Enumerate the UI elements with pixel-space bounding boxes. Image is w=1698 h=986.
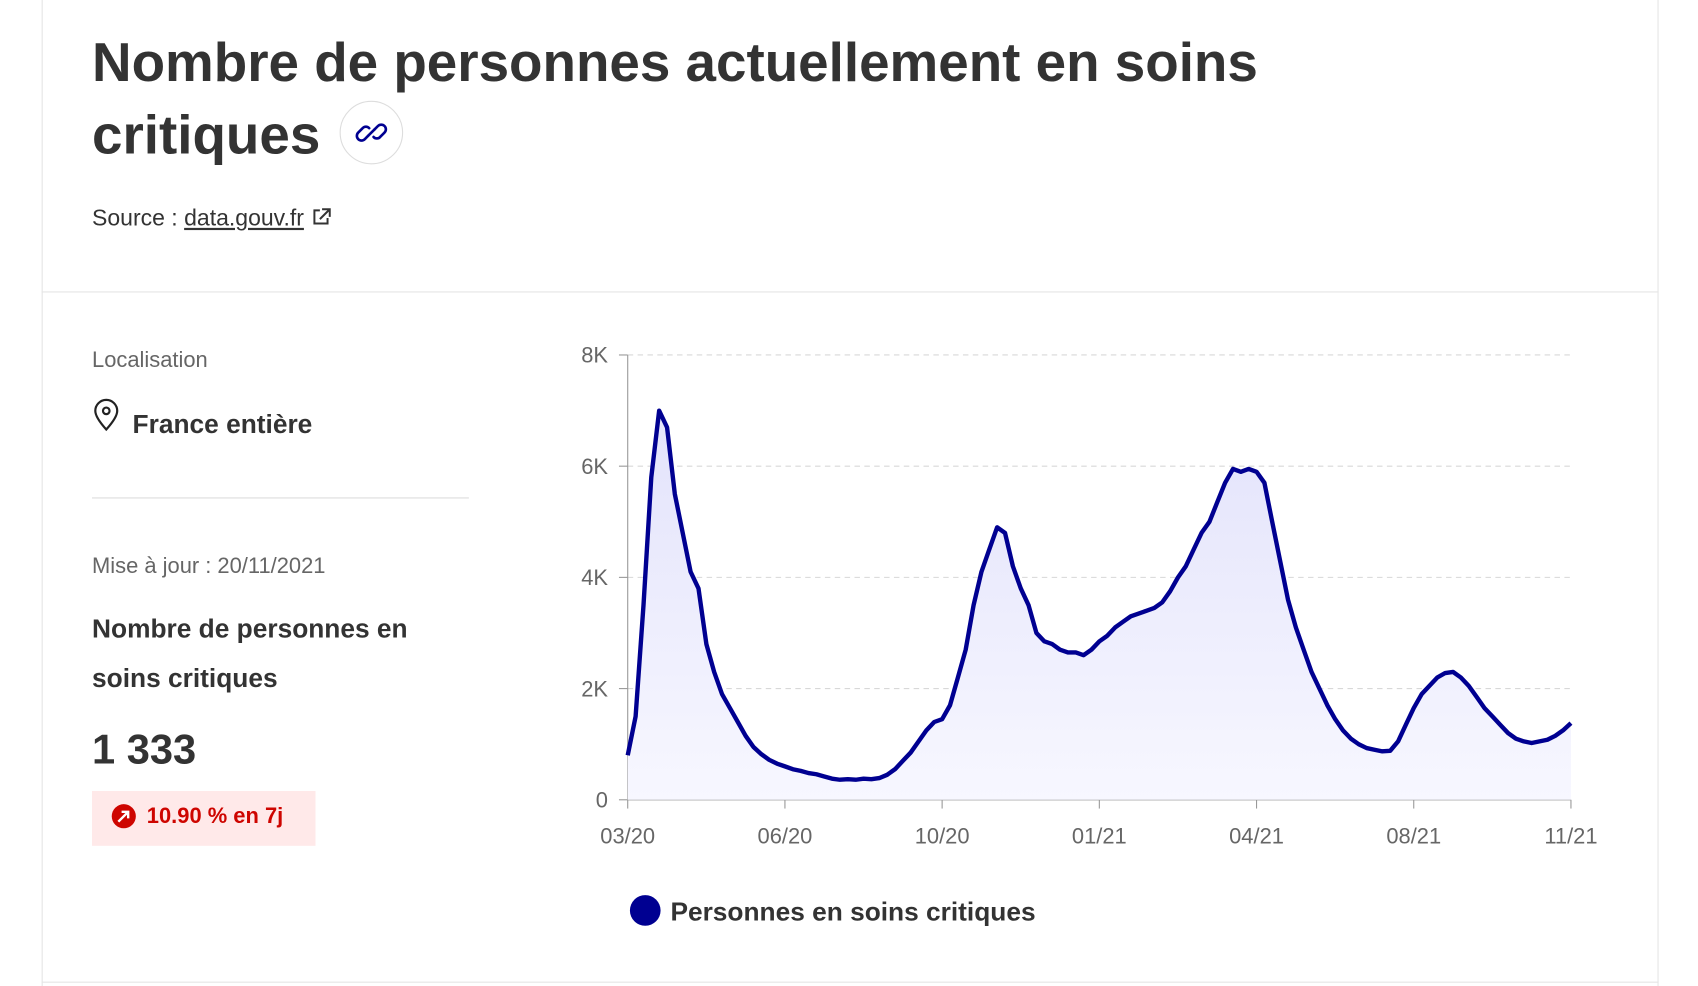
x-tick-label: 01/21 <box>1072 824 1127 849</box>
indicator-name: Nombre de personnes en soins critiques <box>92 614 408 694</box>
source-link[interactable]: data.gouv.fr <box>184 205 304 232</box>
x-tick-label: 03/20 <box>600 824 655 849</box>
location[interactable]: France entière <box>132 409 313 440</box>
legend-marker <box>629 895 661 926</box>
update-date: Mise à jour : 20/11/2021 <box>92 554 326 579</box>
area <box>627 410 1571 800</box>
line <box>625 408 1573 782</box>
link-button[interactable] <box>340 100 404 165</box>
y-tick-label: 0 <box>596 787 608 812</box>
trend: 10.90 % en 7j <box>146 804 284 829</box>
pin-icon <box>94 398 119 432</box>
link-icon <box>356 123 388 142</box>
source: Source : data.gouv.fr <box>92 206 335 232</box>
current-value: 1 333 <box>92 727 197 774</box>
x-tick-label: 10/20 <box>915 824 970 849</box>
x-tick-label: 06/20 <box>758 824 813 849</box>
y-tick-label: 8K <box>581 343 608 368</box>
trend-icon <box>111 804 136 829</box>
location-label: Localisation <box>92 348 208 373</box>
y-tick-label: 4K <box>581 565 608 590</box>
y-tick-label: 2K <box>581 676 608 701</box>
x-tick-label: 08/21 <box>1386 824 1441 849</box>
y-tick-label: 6K <box>581 454 608 479</box>
external-icon <box>313 208 332 225</box>
x-tick-label: 11/21 <box>1544 824 1597 849</box>
x-tick-label: 04/21 <box>1229 824 1284 849</box>
title-block: Nombre de personnes actuellement en soin… <box>92 26 1385 171</box>
legend-label: Personnes en soins critiques <box>670 896 1035 926</box>
source-label: Source : <box>92 205 178 232</box>
title: Nombre de personnes actuellement en soin… <box>92 31 1258 166</box>
